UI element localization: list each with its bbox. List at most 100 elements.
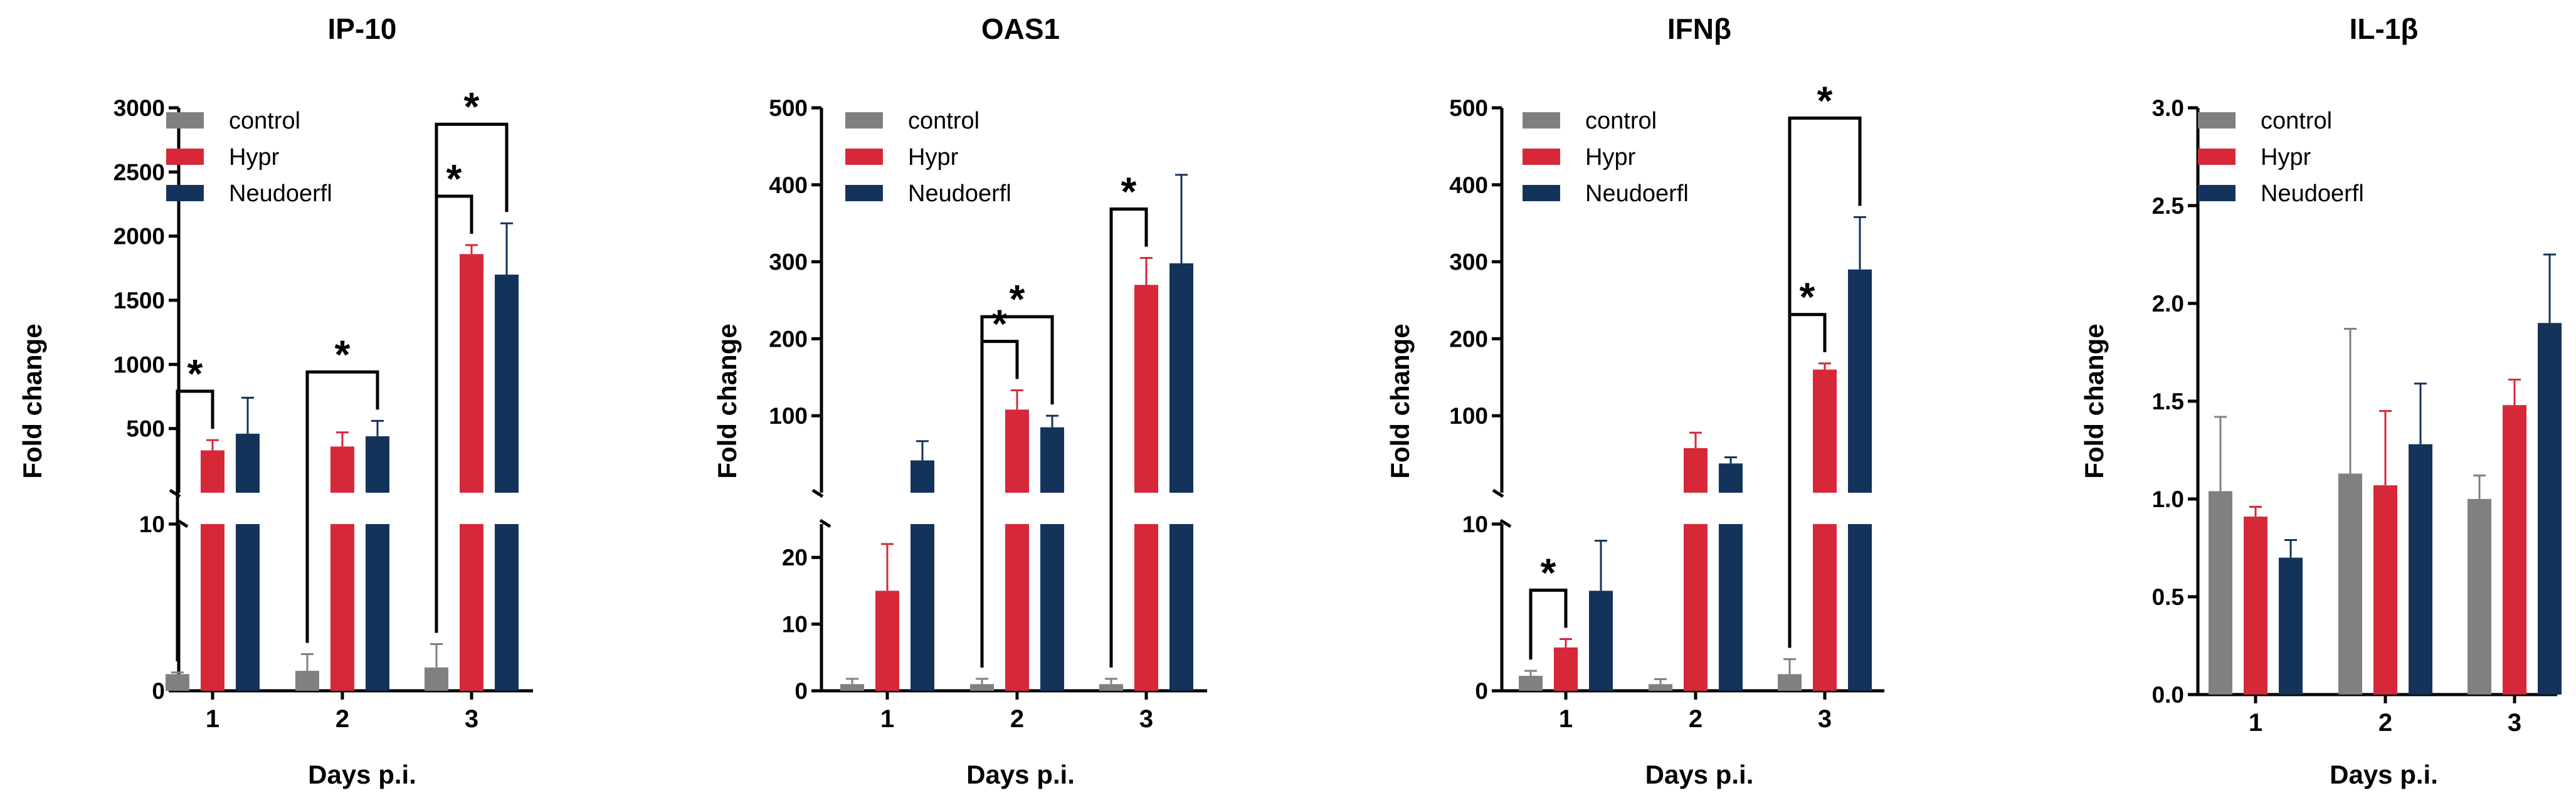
x-tick-label: 2 (2378, 709, 2392, 737)
legend-label-control: control (908, 108, 979, 134)
bar-neudoerfl-day2 (1719, 524, 1743, 691)
x-tick-label: 3 (1139, 705, 1153, 733)
significance-bracket (305, 370, 379, 643)
bar-neudoerfl-day1 (236, 524, 260, 691)
chart-title: OAS1 (981, 13, 1060, 45)
legend-swatch-hypr (845, 149, 883, 165)
legend-swatch-hypr (1523, 149, 1560, 165)
legend-swatch-neudoerfl (1523, 185, 1560, 201)
y-tick-label: 300 (769, 249, 808, 275)
significance-star: * (464, 84, 480, 129)
bar-neudoerfl-day1 (911, 460, 934, 493)
bar-control-day2 (295, 671, 319, 691)
legend-swatch-neudoerfl (166, 185, 204, 201)
significance-star: * (1800, 275, 1815, 320)
bar-neudoerfl-day1 (2279, 557, 2303, 695)
significance-star: * (446, 156, 462, 201)
bar-neudoerfl-day2 (1040, 524, 1064, 691)
legend-label-neudoerfl: Neudoerfl (908, 181, 1011, 207)
bar-neudoerfl-day1 (911, 524, 934, 691)
bar-hypr-day1 (2244, 517, 2267, 695)
y-axis-label: Fold change (712, 323, 742, 478)
significance-star: * (1010, 276, 1025, 322)
bar-neudoerfl-day3 (495, 524, 519, 691)
bar-control-day3 (425, 667, 448, 691)
legend-swatch-neudoerfl (2198, 185, 2236, 201)
legend-swatch-control (1523, 112, 1560, 129)
y-axis-label: Fold change (18, 323, 47, 478)
significance-bracket (435, 122, 509, 633)
legend-label-hypr: Hypr (1585, 144, 1636, 171)
legend-swatch-hypr (166, 149, 204, 165)
x-tick-label: 1 (2249, 709, 2262, 737)
legend-label-neudoerfl: Neudoerfl (2261, 181, 2364, 207)
bar-hypr-day1 (1554, 647, 1578, 691)
chart-panel-3: IFNβ Fold change Days p.i. 0 10 100 200 300 400 5… (1385, 13, 1884, 789)
x-tick-label: 3 (1818, 705, 1832, 733)
bar-hypr-day2 (1005, 409, 1029, 493)
bar-hypr-day2 (2373, 485, 2397, 695)
bar-neudoerfl-day3 (495, 275, 519, 493)
bar-hypr-day2 (1005, 524, 1029, 691)
bar-control-day3 (2468, 499, 2491, 695)
bar-control-day2 (970, 684, 994, 691)
legend-swatch-control (845, 112, 883, 129)
y-tick-label: 1500 (113, 288, 165, 313)
bar-hypr-day3 (2503, 405, 2526, 695)
bar-hypr-day3 (1813, 369, 1837, 493)
x-tick-label: 1 (1559, 705, 1573, 733)
bar-hypr-day2 (1684, 524, 1708, 691)
y-tick-label: 0 (794, 678, 808, 704)
bar-hypr-day1 (201, 450, 224, 493)
y-tick-label: 100 (1449, 403, 1488, 429)
legend-label-control: control (1585, 108, 1657, 134)
chart-panel-1: IP-10 Fold change Days p.i. 0 10 500 1000 1500 2… (18, 13, 533, 789)
bar-control-day2 (2338, 473, 2362, 695)
legend-label-neudoerfl: Neudoerfl (1585, 181, 1689, 207)
y-tick-label: 2.0 (2152, 291, 2184, 317)
legend-label-hypr: Hypr (908, 144, 959, 171)
significance-star: * (335, 332, 351, 377)
bar-control-day1 (2209, 491, 2232, 695)
y-tick-label: 2000 (113, 224, 165, 249)
bar-control-day1 (840, 684, 864, 691)
legend-label-hypr: Hypr (229, 144, 280, 171)
chart-title: IL-1β (2350, 13, 2419, 45)
significance-star: * (992, 302, 1008, 347)
bar-hypr-day3 (1813, 524, 1837, 691)
x-axis-label: Days p.i. (2330, 760, 2438, 789)
y-tick-label: 400 (1449, 172, 1488, 198)
y-tick-label: 10 (782, 612, 808, 638)
x-tick-label: 3 (465, 705, 478, 733)
legend-swatch-hypr (2198, 149, 2236, 165)
bar-neudoerfl-day3 (1848, 269, 1872, 493)
significance-star: * (1817, 78, 1833, 123)
x-tick-label: 1 (880, 705, 894, 733)
significance-bracket (1529, 589, 1568, 660)
x-tick-label: 2 (335, 705, 349, 733)
significance-bracket (1109, 207, 1148, 668)
bar-neudoerfl-day3 (2538, 323, 2562, 695)
bar-hypr-day3 (1134, 285, 1158, 493)
chart-title: IFNβ (1667, 13, 1731, 45)
y-tick-label: 500 (1449, 95, 1488, 121)
bar-neudoerfl-day2 (1719, 463, 1743, 493)
bar-neudoerfl-day2 (366, 524, 389, 691)
y-tick-label: 1000 (113, 352, 165, 377)
x-tick-label: 2 (1689, 705, 1702, 733)
axis-break-mark (819, 518, 831, 528)
significance-star: * (1121, 169, 1137, 214)
bar-control-day2 (1649, 684, 1672, 691)
bar-hypr-day1 (875, 591, 899, 691)
bar-hypr-day2 (1684, 448, 1708, 493)
x-axis-label: Days p.i. (1645, 760, 1754, 789)
y-tick-label: 200 (769, 326, 808, 352)
y-tick-label: 2.5 (2152, 193, 2184, 219)
bar-hypr-day3 (460, 524, 483, 691)
bar-hypr-day2 (330, 446, 354, 493)
legend-label-neudoerfl: Neudoerfl (229, 181, 332, 207)
x-axis-label: Days p.i. (966, 760, 1075, 789)
significance-star: * (1541, 550, 1556, 596)
axis-break-mark (1492, 488, 1504, 498)
